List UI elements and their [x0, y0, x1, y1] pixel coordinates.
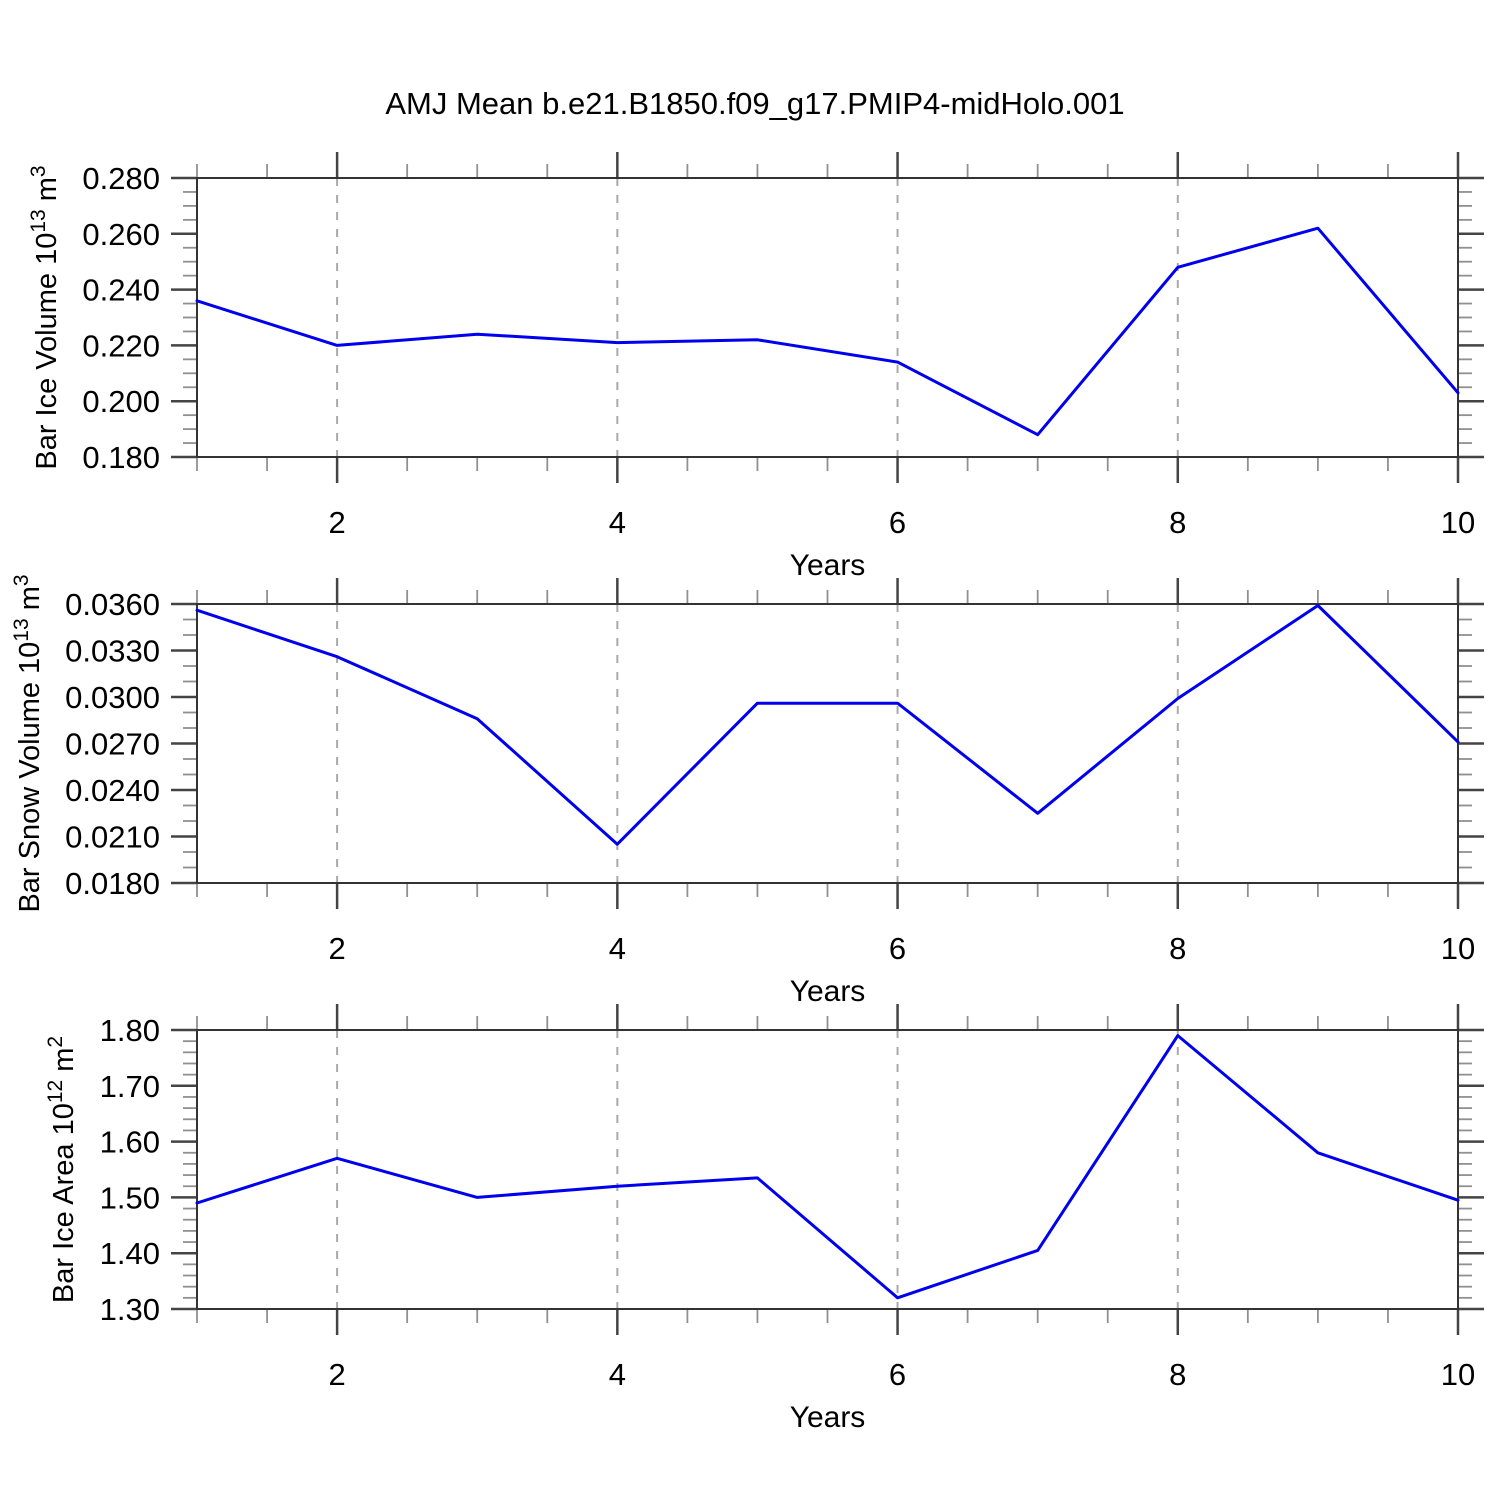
snow-volume-y-tick-labels: 0.0180 0.0210 0.0240 0.0270 0.0300 0.0330 0.03… — [65, 587, 160, 901]
ice-volume-y-tick-labels: 0.180 0.200 0.220 0.240 0.260 0.280 — [82, 161, 160, 475]
snow-volume-y-axis-label: Bar Snow Volume 1013 m3 — [10, 574, 46, 912]
ice-volume-y-tick-label: 0.260 — [82, 217, 160, 252]
snow-volume-y-tick-label: 0.0300 — [65, 680, 160, 715]
ice-volume-x-tick-label: 4 — [609, 505, 626, 540]
ice-area-x-tick-labels: 2 4 6 8 10 — [328, 1357, 1475, 1392]
snow-volume-y-tick-label: 0.0180 — [65, 866, 160, 901]
snow-volume-x-tick-label: 2 — [328, 931, 345, 966]
ice-area-y-tick-label: 1.40 — [100, 1236, 160, 1271]
ice-volume-y-tick-label: 0.280 — [82, 161, 160, 196]
ice-volume-plot-frame — [196, 177, 1459, 458]
ice-area-x-tick-label: 10 — [1441, 1357, 1475, 1392]
ice-volume-major-ticks — [171, 152, 1484, 483]
ice-volume-y-tick-label: 0.180 — [82, 440, 160, 475]
snow-volume-gridlines — [336, 604, 1179, 883]
snow-volume-major-ticks — [171, 578, 1484, 909]
snow-volume-y-tick-label: 0.0270 — [65, 727, 160, 762]
ice-volume-gridlines — [336, 178, 1179, 457]
ice-area-x-tick-label: 8 — [1169, 1357, 1186, 1392]
ice-area-x-axis-label: Years — [790, 1401, 866, 1434]
ice-area-x-tick-label: 6 — [889, 1357, 906, 1392]
snow-volume-chart: 2 4 6 8 10 0.0180 0.0210 0.0240 0.0270 0.0300 0.03… — [10, 574, 1484, 1008]
snow-volume-x-axis-label: Years — [790, 975, 866, 1008]
ice-volume-y-axis-label: Bar Ice Volume 1013 m3 — [27, 165, 63, 469]
ice-volume-chart: 2 4 6 8 10 0.180 0.200 0.220 0.240 0.260 0.280 Year… — [27, 152, 1484, 582]
ice-area-y-tick-label: 1.60 — [100, 1125, 160, 1160]
ice-area-x-tick-label: 4 — [609, 1357, 626, 1392]
ice-area-y-tick-label: 1.50 — [100, 1180, 160, 1215]
ice-area-plot-frame — [196, 1029, 1459, 1310]
ice-area-y-tick-label: 1.80 — [100, 1013, 160, 1048]
snow-volume-y-tick-label: 0.0330 — [65, 634, 160, 669]
ice-volume-y-tick-label: 0.200 — [82, 384, 160, 419]
snow-volume-y-tick-label: 0.0240 — [65, 773, 160, 808]
ice-volume-x-axis-label: Years — [790, 549, 866, 582]
ice-volume-x-tick-label: 8 — [1169, 505, 1186, 540]
ice-volume-minor-ticks — [183, 164, 1472, 471]
ice-area-series-line — [195, 1034, 1460, 1300]
ice-area-minor-ticks — [183, 1016, 1472, 1323]
snow-volume-x-tick-label: 6 — [889, 931, 906, 966]
chart-title: AMJ Mean b.e21.B1850.f09_g17.PMIP4-midHo… — [385, 86, 1125, 121]
snow-volume-x-tick-labels: 2 4 6 8 10 — [328, 931, 1475, 966]
ice-volume-y-tick-label: 0.220 — [82, 328, 160, 363]
ice-area-gridlines — [336, 1030, 1179, 1309]
snow-volume-y-tick-label: 0.0210 — [65, 820, 160, 855]
ice-volume-y-tick-label: 0.240 — [82, 273, 160, 308]
ice-volume-series-line — [195, 226, 1460, 437]
ice-area-y-axis-label: Bar Ice Area 1012 m2 — [44, 1036, 80, 1303]
snow-volume-y-tick-label: 0.0360 — [65, 587, 160, 622]
ice-area-y-tick-label: 1.70 — [100, 1069, 160, 1104]
ice-volume-x-tick-labels: 2 4 6 8 10 — [328, 505, 1475, 540]
snow-volume-x-tick-label: 10 — [1441, 931, 1475, 966]
snow-volume-plot-frame — [196, 603, 1459, 884]
ice-volume-x-tick-label: 6 — [889, 505, 906, 540]
snow-volume-x-tick-label: 8 — [1169, 931, 1186, 966]
snow-volume-x-tick-label: 4 — [609, 931, 626, 966]
ice-area-major-ticks — [171, 1004, 1484, 1335]
ice-area-chart: 2 4 6 8 10 1.30 1.40 1.50 1.60 1.70 1.80 Years Bar I… — [44, 1004, 1484, 1434]
ice-area-x-tick-label: 2 — [328, 1357, 345, 1392]
ice-volume-x-tick-label: 2 — [328, 505, 345, 540]
ice-area-y-tick-label: 1.30 — [100, 1292, 160, 1327]
snow-volume-series-line — [195, 604, 1460, 846]
snow-volume-minor-ticks — [183, 590, 1472, 897]
ice-area-y-tick-labels: 1.30 1.40 1.50 1.60 1.70 1.80 — [100, 1013, 160, 1327]
ice-volume-x-tick-label: 10 — [1441, 505, 1475, 540]
